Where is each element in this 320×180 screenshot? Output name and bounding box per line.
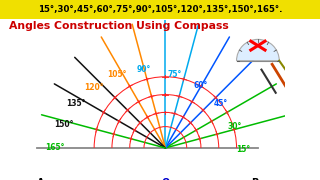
Text: 165°: 165°	[45, 143, 65, 152]
Text: B: B	[251, 178, 258, 180]
Text: 15°,30°,45°,60°,75°,90°,105°,120°,135°,150°,165°.: 15°,30°,45°,60°,75°,90°,105°,120°,135°,1…	[38, 5, 282, 14]
Text: 75°: 75°	[167, 71, 181, 80]
Text: 150°: 150°	[54, 120, 74, 129]
Text: 15°: 15°	[236, 145, 251, 154]
Text: 60°: 60°	[194, 81, 208, 90]
Text: 120°: 120°	[84, 83, 104, 92]
Text: 105°: 105°	[108, 71, 127, 80]
Text: A: A	[37, 178, 44, 180]
Text: Angles Construction Using Compass: Angles Construction Using Compass	[9, 21, 228, 31]
Text: 90°: 90°	[137, 65, 151, 74]
Text: 45°: 45°	[213, 99, 228, 108]
Text: 30°: 30°	[228, 122, 242, 131]
Text: O: O	[161, 178, 170, 180]
Wedge shape	[236, 39, 279, 61]
Text: 135°: 135°	[67, 99, 86, 108]
